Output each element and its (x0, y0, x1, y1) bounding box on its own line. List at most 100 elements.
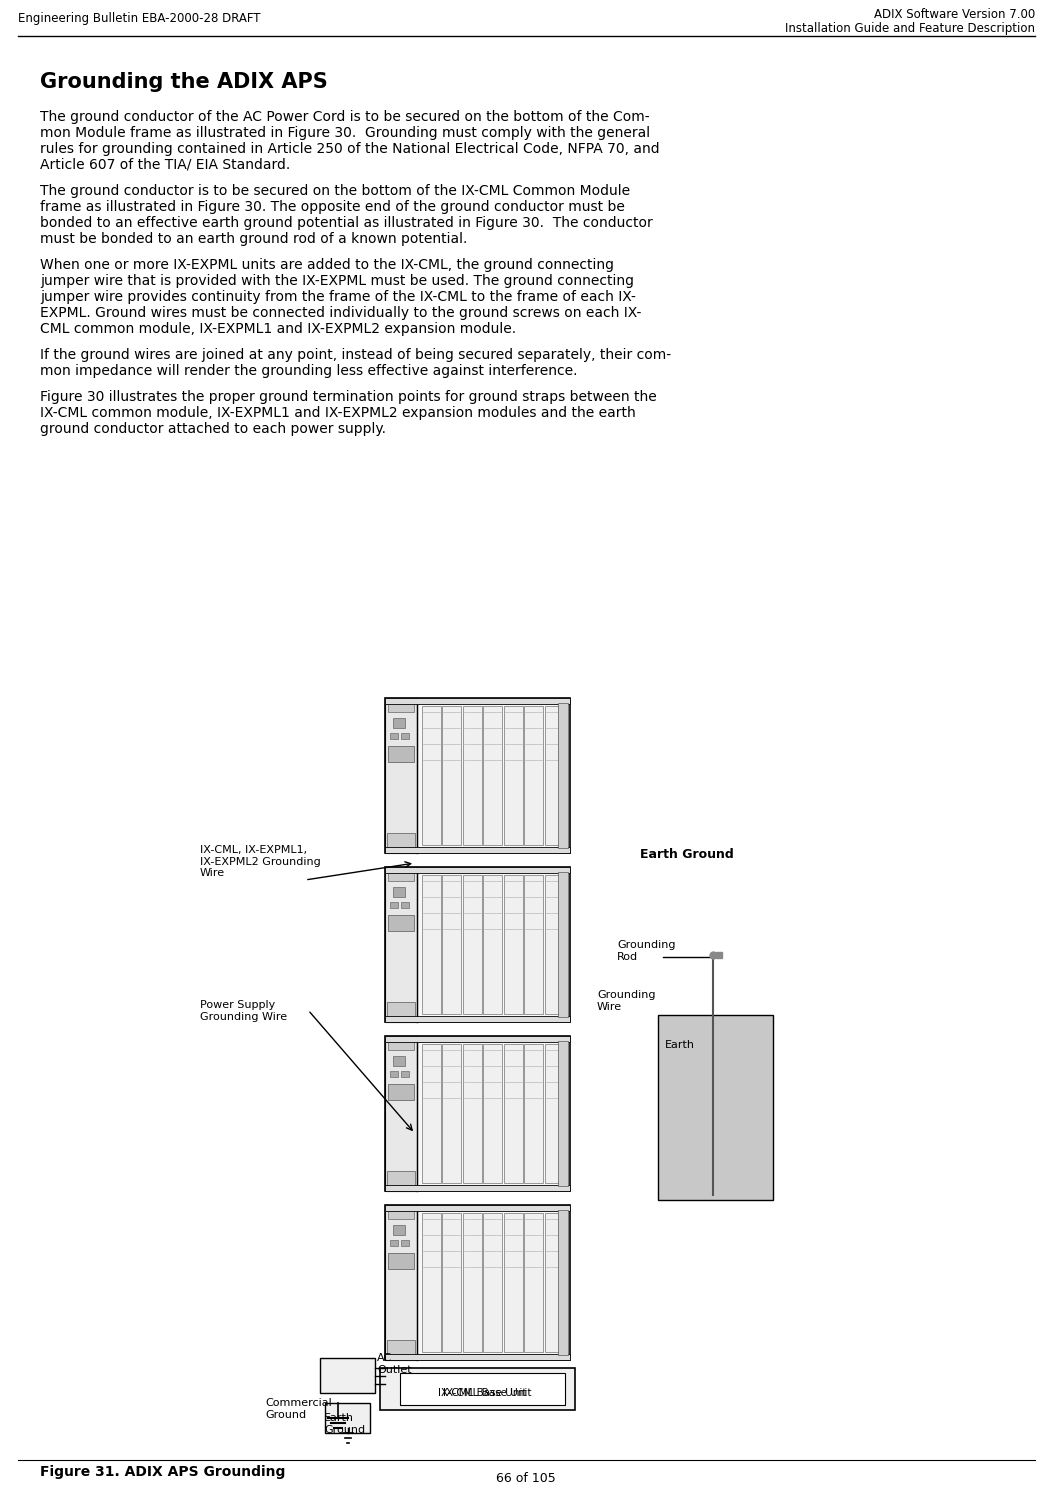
Text: Power Supply
Grounding Wire: Power Supply Grounding Wire (200, 1000, 287, 1022)
Bar (385, 1205, 570, 1211)
Bar (401, 1072, 409, 1078)
Bar (388, 702, 414, 711)
Text: mon Module frame as illustrated in Figure 30.  Grounding must comply with the ge: mon Module frame as illustrated in Figur… (40, 126, 650, 140)
Bar (558, 702, 568, 848)
Text: EXPML. Ground wires must be connected individually to the ground screws on each : EXPML. Ground wires must be connected in… (40, 306, 641, 320)
Bar (388, 833, 415, 848)
Bar (442, 1045, 461, 1183)
Bar (558, 1042, 568, 1186)
Bar (524, 1045, 543, 1183)
Text: Earth Ground: Earth Ground (640, 848, 734, 862)
Text: must be bonded to an earth ground rod of a known potential.: must be bonded to an earth ground rod of… (40, 233, 468, 246)
Bar (544, 1045, 563, 1183)
Bar (558, 872, 568, 1018)
Text: The ground conductor is to be secured on the bottom of the IX-CML Common Module: The ground conductor is to be secured on… (40, 185, 630, 198)
Text: Figure 31. ADIX APS Grounding: Figure 31. ADIX APS Grounding (40, 1465, 285, 1478)
Bar (422, 875, 441, 1015)
Bar (422, 705, 441, 845)
Bar (393, 1225, 405, 1235)
Bar (524, 1213, 543, 1352)
Bar (401, 732, 409, 738)
Bar (422, 1045, 441, 1183)
Bar (385, 1036, 570, 1042)
Bar (388, 1253, 414, 1268)
Text: ground conductor attached to each power supply.: ground conductor attached to each power … (40, 422, 386, 435)
Bar (385, 1205, 570, 1360)
Bar (400, 1373, 565, 1405)
Text: Grounding the ADIX APS: Grounding the ADIX APS (40, 72, 327, 92)
Bar (385, 1205, 417, 1360)
Bar (463, 1213, 482, 1352)
Bar (503, 1213, 522, 1352)
Bar (463, 705, 482, 845)
Bar (393, 717, 405, 728)
Bar (483, 1045, 502, 1183)
Text: Engineering Bulletin EBA-2000-28 DRAFT: Engineering Bulletin EBA-2000-28 DRAFT (18, 12, 260, 26)
Bar (483, 1213, 502, 1352)
Bar (385, 868, 417, 1022)
Text: frame as illustrated in Figure 30. The opposite end of the ground conductor must: frame as illustrated in Figure 30. The o… (40, 200, 624, 215)
Bar (390, 902, 398, 908)
Text: Installation Guide and Feature Description: Installation Guide and Feature Descripti… (784, 23, 1035, 35)
Text: Article 607 of the TIA/ EIA Standard.: Article 607 of the TIA/ EIA Standard. (40, 158, 291, 173)
Bar (385, 868, 570, 1022)
Bar (385, 1036, 417, 1190)
Bar (442, 705, 461, 845)
Text: CML common module, IX-EXPML1 and IX-EXPML2 expansion module.: CML common module, IX-EXPML1 and IX-EXPM… (40, 323, 516, 336)
Bar (463, 1045, 482, 1183)
Bar (385, 698, 570, 853)
Text: AC
Outlet: AC Outlet (377, 1352, 412, 1375)
Text: Grounding
Wire: Grounding Wire (597, 991, 656, 1012)
Bar (388, 871, 414, 881)
Bar (401, 902, 409, 908)
Bar (385, 1036, 570, 1190)
Text: 66 of 105: 66 of 105 (496, 1472, 556, 1484)
Bar (558, 1210, 568, 1355)
Bar (658, 1015, 773, 1199)
Bar (390, 732, 398, 738)
Bar (385, 847, 570, 853)
Bar (390, 1240, 398, 1246)
Text: The ground conductor of the AC Power Cord is to be secured on the bottom of the : The ground conductor of the AC Power Cor… (40, 110, 650, 125)
Text: bonded to an effective earth ground potential as illustrated in Figure 30.  The : bonded to an effective earth ground pote… (40, 216, 653, 230)
Bar (385, 1184, 570, 1190)
Text: When one or more IX-EXPML units are added to the IX-CML, the ground connecting: When one or more IX-EXPML units are adde… (40, 258, 614, 272)
Bar (385, 698, 570, 704)
Bar (544, 875, 563, 1015)
Text: IX-CML Base Unit: IX-CML Base Unit (443, 1388, 532, 1397)
Bar (385, 1016, 570, 1022)
Text: IX-CML Base Unit: IX-CML Base Unit (438, 1388, 526, 1397)
Bar (393, 887, 405, 898)
Bar (388, 1040, 414, 1051)
Text: ADIX Software Version 7.00: ADIX Software Version 7.00 (874, 8, 1035, 21)
Bar (503, 705, 522, 845)
Text: jumper wire that is provided with the IX-EXPML must be used. The ground connecti: jumper wire that is provided with the IX… (40, 275, 634, 288)
Bar (401, 1240, 409, 1246)
Bar (388, 1208, 414, 1219)
Bar (325, 1403, 370, 1433)
Bar (380, 1367, 575, 1409)
Bar (442, 875, 461, 1015)
Bar (320, 1358, 375, 1393)
Bar (390, 1072, 398, 1078)
Bar (544, 1213, 563, 1352)
Text: IX-CML, IX-EXPML1,
IX-EXPML2 Grounding
Wire: IX-CML, IX-EXPML1, IX-EXPML2 Grounding W… (200, 845, 321, 878)
Bar (483, 875, 502, 1015)
Bar (503, 875, 522, 1015)
Text: Earth: Earth (665, 1040, 695, 1051)
Text: Figure 30 illustrates the proper ground termination points for ground straps bet: Figure 30 illustrates the proper ground … (40, 390, 657, 404)
Bar (388, 916, 414, 931)
Bar (442, 1213, 461, 1352)
Bar (385, 868, 570, 874)
Bar (385, 1354, 570, 1360)
Text: If the ground wires are joined at any point, instead of being secured separately: If the ground wires are joined at any po… (40, 348, 671, 362)
Text: mon impedance will render the grounding less effective against interference.: mon impedance will render the grounding … (40, 365, 577, 378)
Bar (524, 705, 543, 845)
Bar (524, 875, 543, 1015)
Text: Grounding
Rod: Grounding Rod (617, 940, 676, 962)
Bar (388, 1340, 415, 1355)
Bar (483, 705, 502, 845)
Bar (503, 1045, 522, 1183)
Bar (544, 705, 563, 845)
Bar (388, 746, 414, 763)
